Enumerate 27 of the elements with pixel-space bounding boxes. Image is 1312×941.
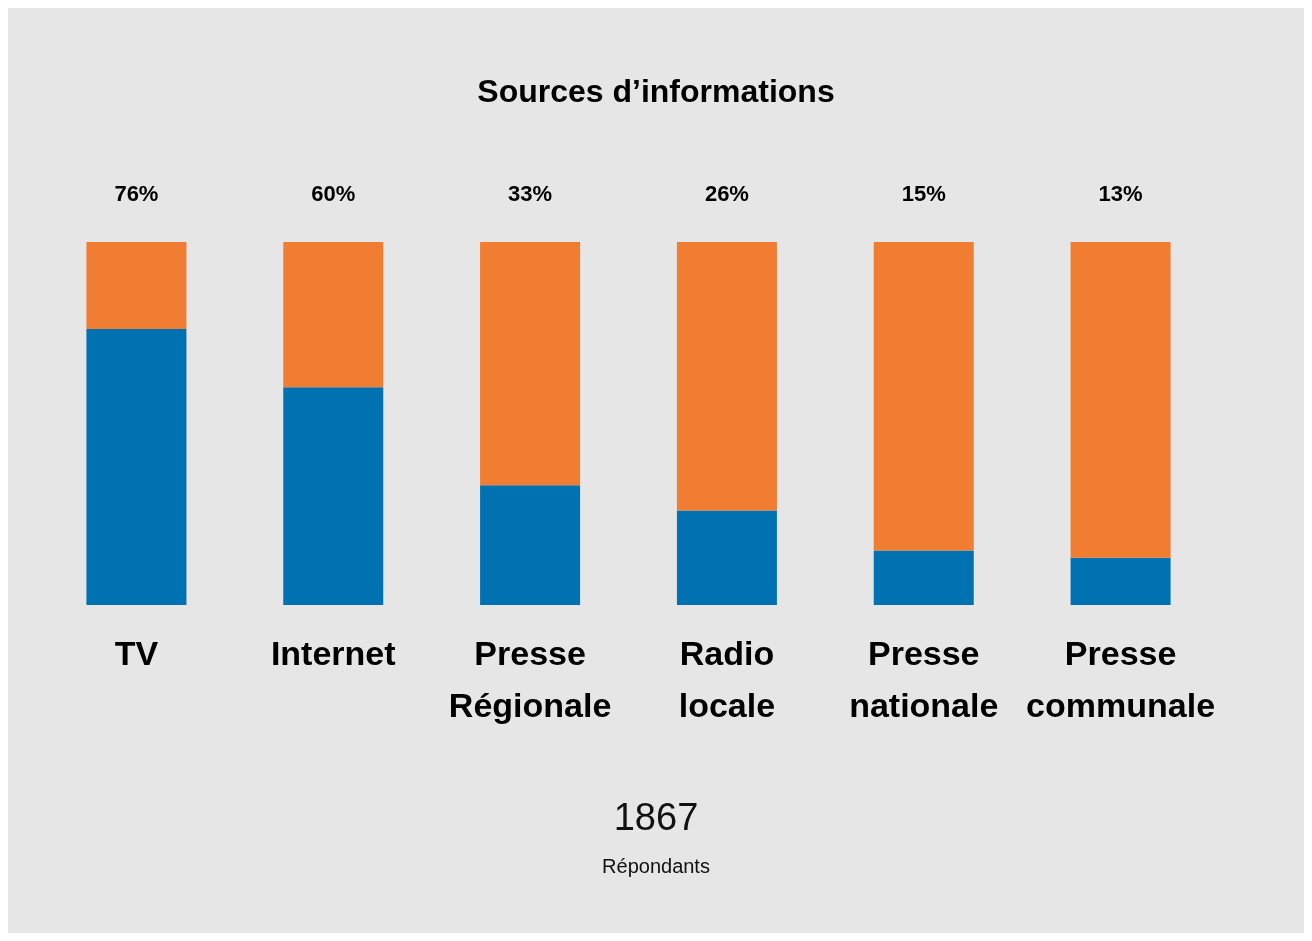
bar xyxy=(86,242,187,330)
data-label: 33% xyxy=(508,180,553,206)
bar xyxy=(480,485,581,605)
x-tick-label: Internet xyxy=(270,634,396,672)
data-label: 15% xyxy=(901,180,946,206)
bar xyxy=(283,387,384,605)
bar xyxy=(873,550,974,605)
x-tick-label: Presse Régionale xyxy=(448,634,612,724)
bar xyxy=(676,510,777,605)
data-label: 76% xyxy=(114,180,159,206)
bar xyxy=(86,329,187,605)
data-label: 13% xyxy=(1098,180,1143,206)
text: Répondants xyxy=(602,855,710,877)
x-tick-label: Radio locale xyxy=(678,634,776,724)
bar xyxy=(1070,557,1171,605)
x-tick-label: Presse nationale xyxy=(849,634,999,724)
text: 1867 xyxy=(613,796,699,838)
bar xyxy=(873,242,974,551)
data-label: 26% xyxy=(704,180,749,206)
bar xyxy=(1070,242,1171,558)
chart-title: Sources d’informations xyxy=(477,73,835,109)
x-tick-label: TV xyxy=(114,634,159,672)
bar xyxy=(480,242,581,486)
bar xyxy=(283,242,384,388)
bar xyxy=(676,242,777,511)
data-label: 60% xyxy=(311,180,356,206)
x-tick-label: Presse communale xyxy=(1026,634,1216,724)
